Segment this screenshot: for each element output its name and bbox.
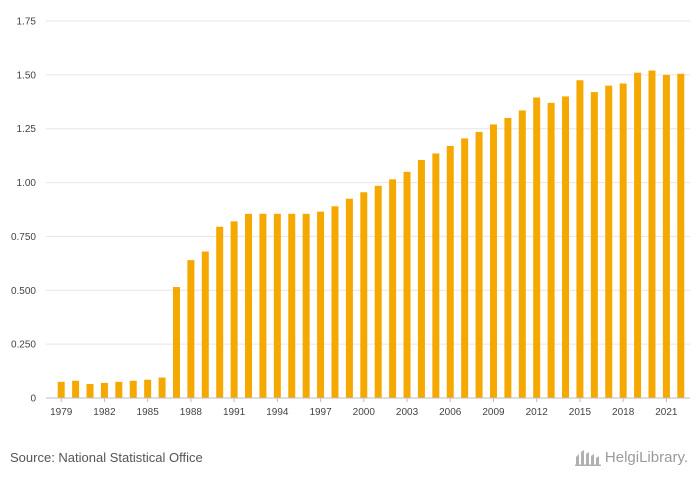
y-tick-label: 1.00 — [17, 178, 37, 189]
bar — [605, 85, 613, 398]
bar — [273, 213, 281, 398]
x-tick-label: 2015 — [569, 407, 592, 418]
x-tick-label: 2003 — [396, 407, 419, 418]
bar — [547, 102, 555, 398]
bar — [57, 381, 65, 398]
y-tick-label: 0.750 — [11, 232, 36, 243]
bar — [518, 110, 526, 398]
bar — [389, 179, 397, 398]
x-tick-label: 2006 — [439, 407, 462, 418]
x-tick-label: 1991 — [223, 407, 246, 418]
bar — [619, 83, 627, 398]
bar — [360, 192, 368, 398]
x-tick-label: 1997 — [309, 407, 332, 418]
helgi-library-logo: HelgiLibrary. — [574, 448, 688, 466]
bar — [187, 260, 195, 398]
y-tick-label: 0.250 — [11, 340, 36, 351]
bar — [259, 213, 267, 398]
bar — [100, 382, 108, 398]
bar — [533, 97, 541, 398]
bar — [374, 185, 382, 398]
bar — [634, 72, 642, 399]
bar — [677, 73, 685, 398]
y-tick-label: 0.500 — [11, 286, 36, 297]
bar — [446, 145, 454, 398]
bar — [403, 171, 411, 398]
bar — [432, 153, 440, 398]
bar — [230, 221, 238, 398]
bar — [144, 379, 152, 398]
bar — [288, 213, 296, 398]
bar — [245, 213, 253, 398]
bar — [302, 213, 310, 398]
bar — [562, 96, 570, 399]
bar — [172, 287, 180, 398]
bar — [475, 131, 483, 398]
y-tick-label: 1.25 — [17, 124, 37, 135]
y-tick-label: 1.75 — [17, 17, 37, 28]
x-tick-label: 2018 — [612, 407, 635, 418]
bar — [504, 117, 512, 398]
y-tick-label: 0 — [30, 394, 36, 405]
bar — [317, 211, 325, 398]
x-tick-label: 1982 — [93, 407, 116, 418]
bar — [86, 383, 94, 398]
bar — [648, 70, 656, 398]
logo-text: HelgiLibrary. — [604, 448, 688, 466]
bar — [216, 226, 224, 398]
bar — [129, 380, 137, 398]
x-tick-label: 2021 — [655, 407, 678, 418]
x-tick-label: 1994 — [266, 407, 289, 418]
x-tick-label: 1988 — [180, 407, 203, 418]
x-tick-label: 2000 — [353, 407, 376, 418]
x-tick-label: 1979 — [50, 407, 73, 418]
x-tick-label: 1985 — [137, 407, 160, 418]
y-tick-label: 1.50 — [17, 70, 37, 81]
library-icon — [574, 450, 601, 466]
bar — [417, 159, 425, 398]
x-tick-label: 2009 — [482, 407, 505, 418]
bar — [576, 80, 584, 398]
bar — [662, 74, 670, 398]
bar — [115, 381, 123, 398]
bar — [590, 92, 598, 398]
bar — [345, 198, 353, 398]
bar — [201, 251, 209, 398]
bar — [331, 206, 339, 398]
source-note: Source: National Statistical Office — [10, 450, 203, 465]
bar — [461, 138, 469, 398]
x-tick-label: 2012 — [526, 407, 549, 418]
bar — [72, 380, 80, 398]
bar — [158, 377, 166, 398]
bar — [489, 124, 497, 399]
